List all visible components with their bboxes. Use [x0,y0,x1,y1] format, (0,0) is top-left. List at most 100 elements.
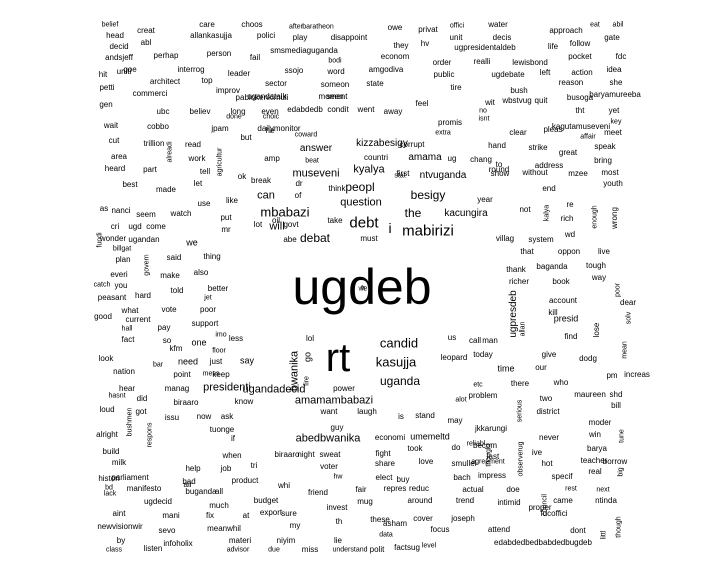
word: solv [625,311,633,325]
word: if [231,434,235,443]
word: cobbo [147,122,169,131]
word: head [106,31,124,40]
word: ugd [128,222,142,231]
word: share [374,459,396,468]
word: work [188,154,206,163]
word: did [136,394,148,403]
word: watch [170,209,192,218]
word: decid [109,42,129,51]
word: youth [603,179,623,188]
word: last [486,452,500,461]
word: ug [447,154,457,163]
word: not [519,205,531,214]
word: allankasujja [190,31,232,40]
word: fact [121,335,135,344]
word: histori [98,474,120,483]
word: even [261,107,279,116]
word: as [99,204,109,213]
word: sure [281,509,297,518]
word: man [482,336,498,345]
word: by [116,536,126,545]
word: lot [253,220,263,229]
word: buganda [185,487,217,496]
word: rt [325,336,351,380]
word: lie [333,536,343,545]
word: manag [164,384,190,393]
word: presidenti [203,381,251,394]
word: may [447,416,463,425]
word: hall [121,325,133,333]
word: museveni [292,167,340,180]
word: went [357,105,375,114]
word: hit [98,70,108,79]
word: specif [551,472,573,481]
word: level [421,542,437,550]
word: give [541,350,557,359]
word: made [155,185,177,194]
word: to [495,160,503,169]
word: book [552,277,570,286]
word: becom [472,441,498,450]
word: follow [569,39,591,48]
word: mbabazi [260,204,310,220]
word: peasant [97,293,127,302]
word: bush [510,86,528,95]
word: trillion [143,139,165,148]
word: beat [305,157,319,165]
word: trend [455,496,475,505]
word: look [98,354,114,363]
word: wonder [99,234,127,243]
word: call [468,336,482,345]
word: read [184,140,202,149]
word: hasnt [108,392,126,400]
word: teacher [580,456,608,465]
word: extra [435,129,451,137]
word: life [547,42,559,51]
word: materi [228,536,252,545]
word: creat [137,26,155,35]
word: gate [604,33,620,42]
word: take [327,216,343,225]
word: though [615,516,623,538]
word: hard [134,291,152,300]
word: less [228,334,244,343]
word: reliabl [466,440,486,448]
word: infoholix [163,539,193,548]
word: owe [387,23,403,32]
word: hear [118,384,136,393]
word: love [418,457,434,466]
word: think [328,184,346,193]
word: got [135,407,147,416]
word: ugandatalk [247,92,287,101]
word: joseph [451,514,475,523]
word: rest [565,485,577,493]
word: friend [307,488,329,497]
word: baganda [536,262,568,271]
word: bar [152,361,164,369]
word: smullel [451,459,477,468]
word: isnt [478,115,490,123]
word: abedbwanika [295,432,361,445]
word: bushmen [126,407,134,437]
word: tuonge [209,425,235,434]
word: all [214,487,224,496]
word: vote [161,305,177,314]
word: data [379,531,393,539]
word: he [265,126,275,135]
word: wait [103,121,119,130]
word: condit [327,105,349,114]
word: rich [560,214,574,223]
word: find [564,332,578,341]
word: alot [455,396,467,404]
word: decis [492,33,512,42]
word: chang [470,155,492,164]
word: kacungira [444,208,488,219]
word: seem [136,210,156,219]
word: tri [250,461,258,470]
word: but [240,133,252,142]
word: just [209,357,223,366]
word: dodg [579,354,597,363]
word: state [366,79,384,88]
word: wd [564,230,576,239]
